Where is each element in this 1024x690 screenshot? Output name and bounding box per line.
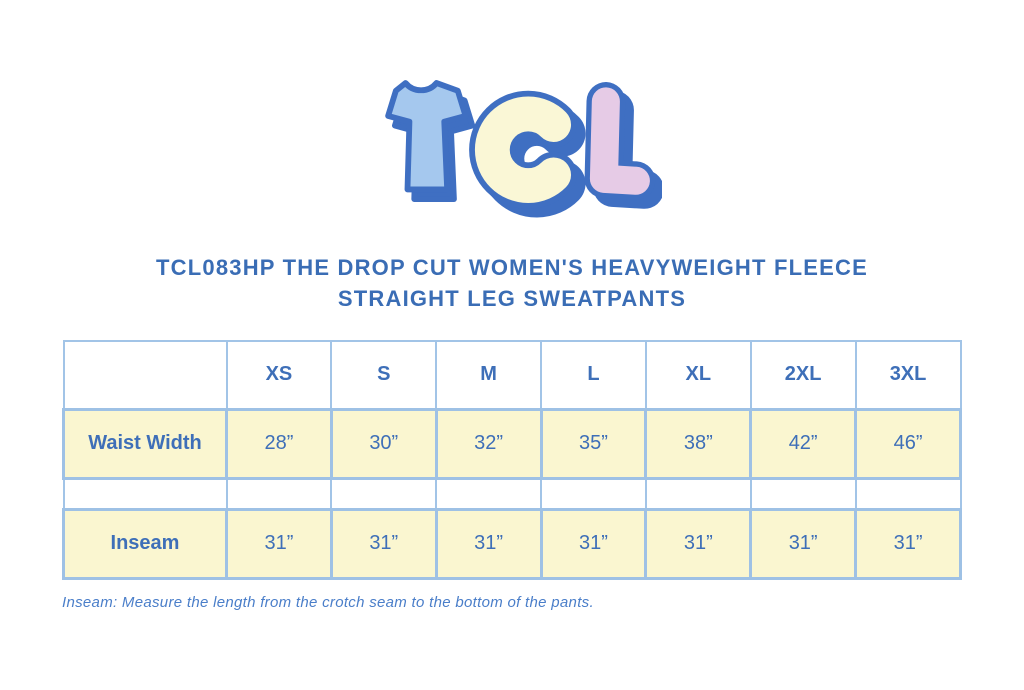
waist-value-xs: 28”: [225, 407, 333, 480]
inseam-value-m: 31”: [434, 507, 543, 580]
row-label-waist-width: Waist Width: [62, 407, 228, 480]
inseam-value-3xl: 31”: [854, 507, 962, 580]
size-column-header: XS: [225, 340, 333, 410]
size-header-row: XS S M L XL 2XL 3XL: [62, 340, 962, 410]
size-column-header: S: [330, 340, 438, 410]
waist-width-row: Waist Width 28” 30” 32” 35” 38” 42” 46”: [62, 407, 962, 480]
inseam-value-l: 31”: [539, 507, 648, 580]
waist-value-l: 35”: [539, 407, 648, 480]
inseam-footnote: Inseam: Measure the length from the crot…: [62, 594, 594, 611]
tshirt-icon: [385, 80, 476, 203]
size-column-header: XL: [644, 340, 752, 410]
waist-value-s: 30”: [329, 407, 438, 480]
corner-cell: [62, 340, 228, 410]
letter-c: [469, 90, 586, 218]
product-title: TCL083HP THE DROP CUT WOMEN'S HEAVYWEIGH…: [0, 252, 1024, 314]
spacer-row: [62, 477, 962, 510]
inseam-value-s: 31”: [329, 507, 438, 580]
inseam-row: Inseam 31” 31” 31” 31” 31” 31” 31”: [62, 507, 962, 580]
size-column-header: 3XL: [854, 340, 962, 410]
row-label-inseam: Inseam: [62, 507, 228, 580]
product-title-line-2: STRAIGHT LEG SWEATPANTS: [337, 286, 687, 311]
waist-value-m: 32”: [434, 407, 543, 480]
tcl-logo-graphic: [385, 80, 662, 218]
inseam-value-2xl: 31”: [749, 507, 858, 580]
waist-value-xl: 38”: [644, 407, 753, 480]
letter-l: [584, 82, 662, 209]
waist-value-2xl: 42”: [749, 407, 858, 480]
size-column-header: 2XL: [749, 340, 857, 410]
product-title-line-1: TCL083HP THE DROP CUT WOMEN'S HEAVYWEIGH…: [156, 255, 868, 280]
brand-logo: [0, 68, 1024, 218]
inseam-value-xl: 31”: [644, 507, 753, 580]
size-chart: XS S M L XL 2XL 3XL Waist Width 28” 30” …: [62, 340, 962, 580]
waist-value-3xl: 46”: [854, 407, 962, 480]
size-column-header: M: [435, 340, 543, 410]
inseam-value-xs: 31”: [225, 507, 333, 580]
size-chart-table: XS S M L XL 2XL 3XL Waist Width 28” 30” …: [62, 340, 962, 580]
size-column-header: L: [540, 340, 647, 410]
